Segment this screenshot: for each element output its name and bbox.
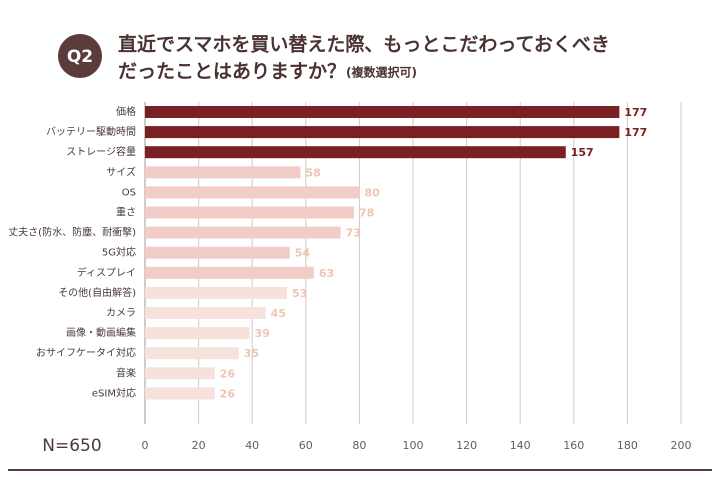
x-tick-label: 40 [245,439,259,452]
value-label: 177 [624,106,647,119]
subtitle: (複数選択可) [346,65,417,80]
y-tick-label: 音楽 [116,366,136,379]
bar [145,246,290,259]
y-tick-label: eSIM対応 [92,386,136,399]
y-tick-label: おサイフケータイ対応 [36,346,136,359]
value-label: 157 [571,146,594,159]
value-label: 39 [255,327,270,340]
x-tick-label: 60 [299,439,313,452]
value-label: 177 [624,126,647,139]
x-tick-label: 100 [403,439,424,452]
bar [145,327,250,340]
x-tick-label: 180 [617,439,638,452]
bar [145,286,288,299]
y-tick-label: バッテリー駆動時間 [46,125,136,138]
bar [145,106,620,118]
value-label: 63 [319,267,334,280]
x-tick-label: 120 [456,439,477,452]
bar [145,146,566,159]
value-label: 58 [305,166,320,179]
x-tick-label: 140 [510,439,531,452]
bar [145,307,266,319]
bar [145,166,301,179]
value-label: 78 [359,207,374,220]
x-tick-label: 20 [192,439,206,452]
y-tick-label: 重さ [116,206,136,219]
value-label: 53 [292,287,307,300]
y-tick-label: サイズ [106,165,136,178]
y-tick-label: ストレージ容量 [66,145,136,158]
value-label: 73 [346,227,361,240]
annotation: N=650 [42,436,101,456]
value-label: 35 [244,347,259,360]
value-label: 54 [295,247,311,260]
bar [145,266,314,279]
x-tick-label: 80 [352,439,366,452]
y-tick-label: 価格 [116,105,136,118]
badge: Q2 [67,47,93,67]
badge-circle [58,34,102,78]
bar [145,206,355,219]
value-label: 80 [364,186,380,199]
y-tick-label: ディスプレイ [77,266,136,279]
x-tick-label: 0 [142,439,149,452]
y-tick-label: 丈夫さ(防水、防塵、耐衝撃) [8,226,136,239]
value-label: 26 [220,367,236,380]
bar [145,347,239,360]
bar [145,186,360,199]
x-tick-label: 160 [563,439,584,452]
y-tick-label: 画像・動画編集 [66,326,136,339]
y-tick-label: その他(自由解答) [58,286,136,299]
y-tick-label: カメラ [106,307,136,319]
bar [145,126,620,139]
bar [145,226,341,239]
bar [145,367,215,380]
y-tick-label: OS [122,187,136,198]
chart-title-line2: だったことはありますか？ [118,61,346,83]
value-label: 45 [271,307,286,320]
chart-title: 直近でスマホを買い替えた際、もっとこだわっておくべき [118,33,610,56]
y-tick-label: 5G対応 [102,246,136,259]
x-tick-label: 200 [671,439,692,452]
bar [145,387,215,400]
value-label: 26 [220,387,236,400]
